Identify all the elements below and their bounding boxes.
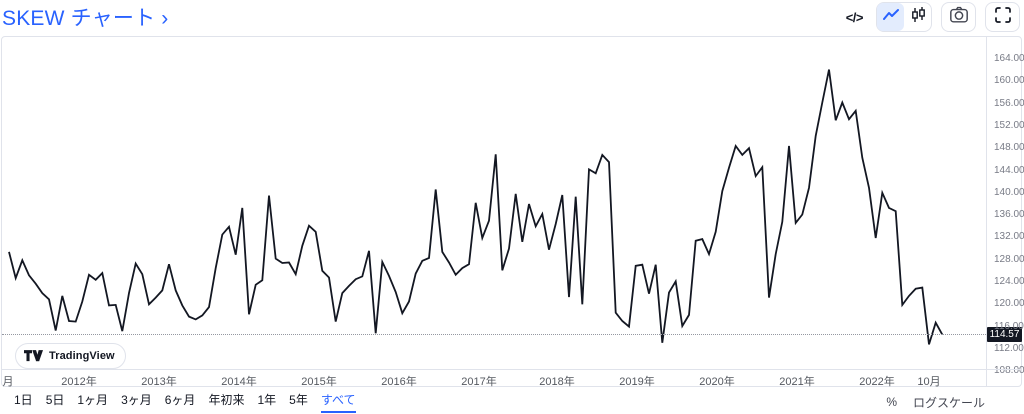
range-selector: 1日 5日 1ヶ月 3ヶ月 6ヶ月 年初来 1年 5年 すべて <box>14 391 356 413</box>
code-icon: </> <box>845 9 864 25</box>
header-controls: </> <box>841 2 1020 32</box>
snapshot-button[interactable] <box>941 2 976 32</box>
chart-widget: 114.57 164.00 160.00 156.00 152.00 148.00 144… <box>1 36 1024 388</box>
y-axis-label: 108.00 <box>994 365 1024 377</box>
embed-code-button[interactable]: </> <box>841 2 867 32</box>
y-axis-label: 136.00 <box>994 209 1024 221</box>
page-title[interactable]: SKEW チャート › <box>2 7 169 30</box>
y-axis-label: 160.00 <box>994 75 1024 87</box>
y-axis-label: 156.00 <box>994 97 1024 109</box>
skew-series-line <box>8 69 944 345</box>
time-axis-label: 2017年 <box>461 376 497 388</box>
price-axis[interactable]: 114.57 164.00 160.00 156.00 152.00 148.00 144… <box>987 37 1024 376</box>
time-axis-label: 2013年 <box>141 376 177 388</box>
time-axis-label: 2021年 <box>779 376 815 388</box>
time-axis-label: 10月 <box>917 376 941 388</box>
axis-divider <box>986 37 987 386</box>
last-price-dotted-line <box>2 334 986 335</box>
range-button-5年[interactable]: 5年 <box>289 393 308 407</box>
range-button-5日[interactable]: 5日 <box>45 393 65 407</box>
y-axis-label: 144.00 <box>994 164 1024 176</box>
time-axis-label: 2019年 <box>619 376 655 388</box>
fullscreen-icon <box>993 5 1013 30</box>
bottom-toolbar: 1日 5日 1ヶ月 3ヶ月 6ヶ月 年初来 1年 5年 すべて % ログスケール <box>14 391 985 413</box>
y-axis-label: 124.00 <box>994 276 1024 287</box>
time-axis[interactable]: 月 2012年 2013年 2014年 2015年 2016年 2017年 2018年 2019… <box>2 369 1021 388</box>
log-scale-toggle[interactable]: ログスケール <box>912 395 985 410</box>
time-axis-label: 2022年 <box>859 376 895 388</box>
range-button-1ヶ月[interactable]: 1ヶ月 <box>77 393 109 407</box>
y-axis-label: 128.00 <box>994 253 1024 265</box>
time-axis-label: 2015年 <box>301 376 337 388</box>
tradingview-logo-text: TradingView <box>49 350 115 362</box>
y-axis-label: 112.00 <box>994 342 1024 354</box>
time-axis-label: 2020年 <box>699 376 735 388</box>
percent-toggle[interactable]: % <box>886 395 897 409</box>
time-axis-label: 2014年 <box>221 376 257 388</box>
range-button-年初来[interactable]: 年初来 <box>208 393 245 407</box>
y-axis-label: 116.00 <box>994 320 1024 332</box>
camera-icon <box>948 5 970 30</box>
fullscreen-button[interactable] <box>985 2 1020 32</box>
candlestick-icon <box>908 5 928 30</box>
line-style-button[interactable] <box>877 3 904 31</box>
line-chart-icon <box>881 6 901 29</box>
last-price-badge: 114.57 <box>987 327 1022 342</box>
candle-style-button[interactable] <box>904 3 931 31</box>
y-axis-label: 132.00 <box>994 231 1024 243</box>
tradingview-logo[interactable]: TradingView <box>15 343 126 369</box>
y-axis-label: 164.00 <box>994 53 1024 64</box>
chart-plot-area[interactable] <box>2 37 986 369</box>
time-axis-label: 2012年 <box>61 376 97 388</box>
y-axis-label: 140.00 <box>994 186 1024 198</box>
time-axis-label: 月 <box>2 376 14 388</box>
y-axis-label: 120.00 <box>994 298 1024 310</box>
y-axis-label: 152.00 <box>994 119 1024 131</box>
time-axis-label: 2018年 <box>539 376 575 388</box>
tradingview-logo-icon <box>24 350 43 362</box>
range-button-すべて[interactable]: すべて <box>320 391 356 413</box>
y-axis-label: 148.00 <box>994 142 1024 154</box>
chart-style-toggle <box>876 2 932 32</box>
scale-toggles: % ログスケール <box>886 394 985 411</box>
range-button-1年[interactable]: 1年 <box>257 393 277 407</box>
time-axis-label: 2016年 <box>381 376 417 388</box>
range-button-6ヶ月[interactable]: 6ヶ月 <box>164 393 196 407</box>
range-button-3ヶ月[interactable]: 3ヶ月 <box>121 393 152 407</box>
range-button-1日[interactable]: 1日 <box>14 393 33 407</box>
